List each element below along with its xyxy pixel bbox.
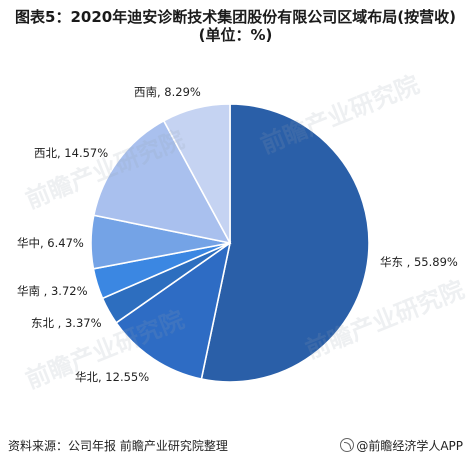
pie-slice-西北 — [92, 119, 232, 245]
slice-label-东北: 东北 , 3.37% — [31, 316, 102, 330]
slice-label-华北: 华北, 12.55% — [75, 370, 149, 384]
pie-chart: 华东 , 55.89% 华北, 12.55% 东北 , 3.37% 华南 , 3.72… — [17, 85, 458, 384]
slice-label-西北: 西北, 14.57% — [34, 146, 108, 160]
qianzhan-logo-icon — [340, 438, 355, 452]
pie-slice-华北 — [115, 241, 232, 380]
pie-slice-华东 — [200, 103, 370, 383]
slice-label-华南: 华南 , 3.72% — [17, 284, 88, 298]
pie-slice-西南 — [162, 103, 231, 244]
brand-text: @前瞻经济学人APP — [356, 439, 463, 453]
slice-label-华东: 华东 , 55.89% — [380, 255, 458, 269]
chart-title: 图表5：2020年迪安诊断技术集团股份有限公司区域布局(按营收)(单位：%) — [15, 8, 456, 44]
slice-label-华中: 华中, 6.47% — [17, 236, 84, 250]
slice-label-西南: 西南, 8.29% — [134, 85, 201, 99]
source-note: 资料来源：公司年报 前瞻产业研究院整理 — [8, 439, 228, 453]
brand-credit[interactable]: @前瞻经济学人APP — [340, 437, 463, 454]
